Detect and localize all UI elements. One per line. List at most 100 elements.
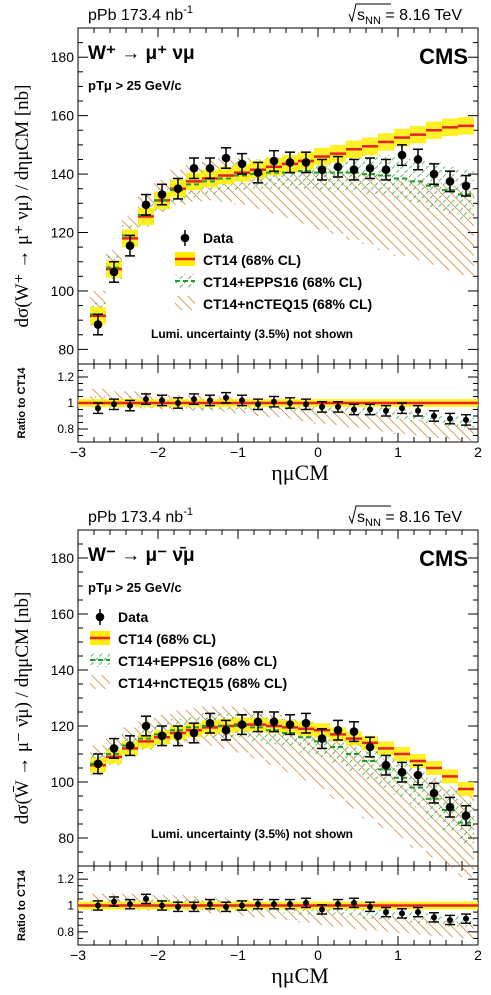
ratio-point bbox=[95, 405, 101, 412]
data-point bbox=[141, 721, 151, 731]
data-point bbox=[173, 731, 183, 741]
ratio-point bbox=[383, 407, 389, 414]
data-point bbox=[365, 163, 375, 173]
data-point bbox=[189, 163, 199, 173]
ratio-point bbox=[415, 407, 421, 414]
data-point bbox=[413, 770, 423, 780]
x-tick-label: 0 bbox=[314, 444, 322, 460]
y-tick-label: 140 bbox=[51, 662, 75, 678]
sqrt-symbol bbox=[348, 505, 391, 525]
ratio-point bbox=[319, 906, 325, 913]
legend-epps: CT14+EPPS16 (68% CL) bbox=[203, 274, 362, 290]
data-point bbox=[365, 742, 375, 752]
ratio-point bbox=[127, 901, 133, 908]
energy-subscript: NN bbox=[365, 15, 381, 27]
data-point bbox=[221, 153, 231, 163]
y-tick-label: 160 bbox=[51, 108, 75, 124]
energy-header: sNN = 8.16 TeV bbox=[348, 505, 462, 529]
data-point bbox=[109, 267, 119, 277]
ratio-ncteq-band bbox=[346, 913, 362, 930]
sqrt-symbol bbox=[348, 3, 391, 23]
legend-ct14: CT14 (68% CL) bbox=[203, 252, 301, 268]
ratio-ncteq-band bbox=[362, 413, 378, 429]
ratio-point bbox=[255, 401, 261, 408]
ratio-point bbox=[415, 909, 421, 916]
y-tick-label: 100 bbox=[51, 283, 75, 299]
data-point bbox=[189, 728, 199, 738]
ratio-tick-label: 0.8 bbox=[57, 925, 74, 939]
ratio-epps-band bbox=[346, 906, 362, 918]
data-point bbox=[205, 718, 215, 728]
ratio-tick-label: 1.2 bbox=[57, 872, 74, 886]
data-point bbox=[333, 162, 343, 172]
ratio-axis-title: Ratio to CT14 bbox=[16, 367, 28, 439]
data-point bbox=[445, 802, 455, 812]
ratio-point bbox=[399, 910, 405, 917]
data-points bbox=[93, 144, 471, 336]
ratio-point bbox=[335, 403, 341, 410]
ratio-panel bbox=[78, 388, 478, 441]
legend-data: Data bbox=[118, 609, 149, 625]
x-axis-title: ημCM bbox=[271, 963, 329, 988]
ratio-point bbox=[463, 915, 469, 922]
ratio-point bbox=[271, 901, 277, 908]
legend-ct14: CT14 (68% CL) bbox=[118, 631, 216, 647]
lumi-header: pPb 173.4 nb-1 bbox=[88, 506, 193, 526]
lumi-note: Lumi. uncertainty (3.5%) not shown bbox=[151, 327, 353, 341]
ratio-point bbox=[351, 406, 357, 413]
x-tick-label: −3 bbox=[70, 444, 86, 460]
data-point bbox=[301, 158, 311, 167]
data-point bbox=[269, 156, 279, 166]
y-tick-label: 120 bbox=[51, 718, 75, 734]
ratio-panel bbox=[78, 893, 478, 939]
data-point bbox=[461, 181, 471, 191]
data-point bbox=[253, 717, 263, 727]
cms-label: CMS bbox=[419, 44, 468, 69]
ratio-point bbox=[463, 416, 469, 423]
lumi-header: pPb 173.4 nb-1 bbox=[88, 4, 193, 24]
data-point bbox=[285, 158, 295, 167]
energy-value: 8.16 TeV bbox=[399, 509, 462, 526]
lumi-note: Lumi. uncertainty (3.5%) not shown bbox=[151, 827, 353, 841]
ratio-point bbox=[239, 397, 245, 404]
ratio-ncteq-band bbox=[378, 416, 394, 432]
ratio-tick-label: 1 bbox=[67, 396, 74, 410]
y-tick-label: 180 bbox=[51, 49, 75, 65]
data-point bbox=[445, 177, 455, 186]
data-point bbox=[173, 184, 183, 193]
legend-ncteq: CT14+nCTEQ15 (68% CL) bbox=[203, 296, 372, 312]
x-tick-label: 2 bbox=[474, 444, 482, 460]
ratio-point bbox=[351, 899, 357, 906]
ratio-point bbox=[175, 903, 181, 910]
ratio-epps-band bbox=[330, 905, 346, 917]
ratio-ncteq-band bbox=[426, 422, 442, 439]
ratio-point bbox=[287, 400, 293, 406]
energy-s: sNN = 8.16 TeV bbox=[357, 509, 462, 529]
energy-header: sNN = 8.16 TeV bbox=[348, 3, 462, 27]
x-tick-label: −2 bbox=[150, 444, 166, 460]
energy-value: 8.16 TeV bbox=[399, 7, 462, 24]
legend-epps: CT14+EPPS16 (68% CL) bbox=[118, 653, 277, 669]
ratio-ncteq-band bbox=[346, 412, 362, 428]
legend-data: Data bbox=[203, 230, 234, 246]
data-point bbox=[301, 718, 311, 728]
legend: Data CT14 (68% CL) CT14+EPPS16 (68% CL) CT1… bbox=[175, 230, 372, 312]
ratio-point bbox=[431, 413, 437, 419]
ratio-axis-title: Ratio to CT14 bbox=[16, 869, 28, 941]
y-tick-label: 80 bbox=[58, 830, 74, 846]
data-point bbox=[253, 168, 263, 177]
data-point bbox=[285, 720, 295, 729]
x-tick-label: 1 bbox=[394, 947, 402, 963]
data-point bbox=[141, 200, 151, 210]
data-point bbox=[317, 734, 327, 743]
data-point bbox=[381, 760, 391, 770]
ratio-point bbox=[111, 898, 117, 905]
data-point bbox=[429, 169, 439, 179]
data-point bbox=[333, 725, 343, 735]
panel-W+: pPb 173.4 nb-1 sNN = 8.16 TeV −3 −2 −1 0 1 2 80 1… bbox=[12, 3, 482, 485]
cms-label: CMS bbox=[419, 546, 468, 571]
data-point bbox=[109, 744, 119, 753]
x-tick-label: 1 bbox=[394, 444, 402, 460]
data-point bbox=[349, 165, 359, 175]
